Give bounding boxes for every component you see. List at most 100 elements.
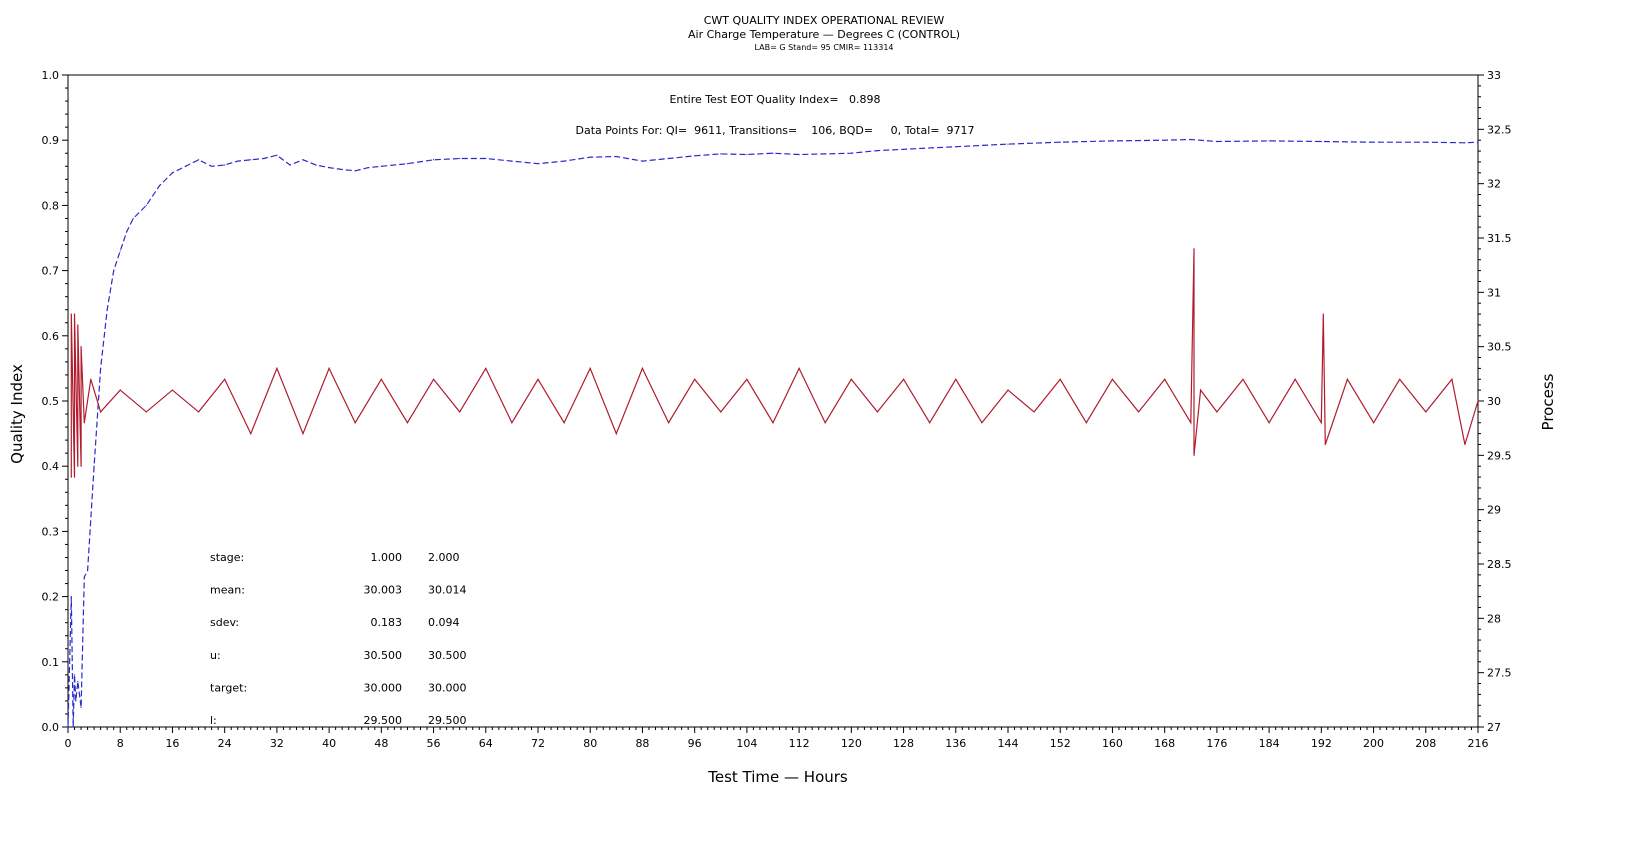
stats-stage1-value: 0.183: [371, 616, 403, 629]
quality-index-point: [850, 152, 852, 154]
process-point: [1216, 411, 1218, 413]
process-point: [70, 476, 72, 478]
quality-index-point: [1320, 140, 1322, 143]
y-tick-label: 0.2: [42, 591, 60, 604]
quality-index-point: [77, 680, 79, 682]
process-point: [459, 411, 461, 413]
x-tick-label: 136: [945, 737, 966, 750]
y-tick-label: 0.4: [42, 460, 60, 473]
process-point: [1464, 443, 1466, 446]
y-tick-label: 1.0: [42, 69, 60, 82]
x-tick-label: 24: [218, 737, 232, 750]
process-point: [1324, 443, 1326, 446]
stats-row-label: l:: [210, 714, 217, 727]
process-point: [1477, 400, 1479, 402]
process-point: [1242, 378, 1244, 380]
quality-index-point: [1190, 138, 1192, 141]
x-tick-label: 184: [1259, 737, 1280, 750]
process-point: [197, 411, 200, 413]
x-tick-label: 152: [1050, 737, 1071, 750]
process-point: [380, 378, 382, 380]
stats-stage2-value: 30.014: [428, 584, 467, 597]
x-tick-label: 40: [322, 737, 336, 750]
quality-index-point: [1111, 140, 1114, 142]
x-tick-label: 0: [65, 737, 72, 750]
x-tick-label: 56: [427, 737, 441, 750]
quality-index-point: [237, 160, 239, 162]
x-tick-label: 104: [736, 737, 757, 750]
process-point: [73, 476, 76, 478]
process-point: [641, 367, 644, 369]
stats-stage1-value: 30.003: [364, 584, 403, 597]
quality-index-point: [485, 157, 487, 160]
quality-index-point: [380, 165, 382, 167]
quality-index-point: [354, 170, 356, 172]
process-point: [746, 378, 748, 380]
quality-index-point: [537, 163, 539, 165]
process-point: [1399, 378, 1401, 380]
quality-index-point: [197, 159, 200, 161]
process-point: [80, 346, 82, 348]
process-point: [589, 367, 591, 369]
quality-index-point: [1477, 141, 1479, 143]
y-axis-title: Quality Index: [8, 364, 26, 464]
process-point: [1164, 378, 1166, 380]
process-point: [354, 422, 356, 424]
process-point: [876, 411, 879, 413]
quality-index-point: [132, 217, 134, 220]
quality-index-point: [289, 164, 291, 166]
x-tick-label: 48: [374, 737, 388, 750]
process-point: [1085, 422, 1087, 424]
y2-tick-label: 27: [1487, 721, 1501, 734]
stats-row-label: mean:: [210, 584, 245, 597]
quality-index-point: [276, 154, 278, 156]
quality-index-point: [563, 160, 565, 162]
quality-index-point: [511, 160, 513, 162]
chart-info-line: LAB= G Stand= 95 CMIR= 113314: [754, 43, 894, 52]
process-point: [328, 367, 330, 369]
y2-tick-label: 28.5: [1487, 558, 1512, 571]
x-axis: 0 8 16 24 32 40 48 56 64 72 80 88 96 104 112 120 128 136 1…: [65, 727, 1489, 750]
process-point: [224, 378, 226, 380]
process-point: [1007, 389, 1009, 391]
x-tick-label: 64: [479, 737, 493, 750]
quality-index-point: [955, 146, 957, 148]
quality-index-point: [86, 569, 89, 572]
process-point: [720, 411, 722, 413]
quality-index-point: [158, 185, 160, 187]
process-point: [83, 422, 85, 424]
process-point: [1425, 411, 1427, 413]
stats-stage2-value: 30.000: [428, 681, 467, 694]
y2-tick-label: 27.5: [1487, 667, 1512, 680]
process-point: [406, 422, 409, 424]
quality-index-point: [72, 726, 74, 728]
process-point: [1137, 411, 1140, 413]
process-point: [77, 465, 79, 467]
quality-index-point: [126, 230, 128, 233]
quality-index-point: [145, 204, 147, 206]
y2-tick-label: 28: [1487, 612, 1501, 625]
process-point: [929, 422, 931, 424]
quality-index-point: [1164, 139, 1166, 141]
process-point: [73, 313, 76, 315]
y2-tick-label: 30: [1487, 395, 1501, 408]
y-tick-label: 0.7: [42, 265, 60, 278]
quality-index-point: [1007, 143, 1009, 145]
process-point: [145, 411, 147, 413]
process-point: [694, 378, 696, 380]
process-point: [1268, 422, 1270, 424]
quality-index-point: [224, 164, 226, 166]
x-tick-label: 112: [789, 737, 810, 750]
quality-index-point: [70, 596, 72, 598]
process-point: [1451, 378, 1453, 380]
quality-index-point: [902, 148, 905, 150]
process-point: [1294, 378, 1296, 380]
x-tick-label: 200: [1363, 737, 1384, 750]
process-point: [1111, 378, 1114, 380]
plot-frame: [67, 74, 1479, 728]
process-point: [772, 422, 774, 424]
x-tick-label: 16: [165, 737, 179, 750]
process-point: [302, 433, 304, 435]
quality-index-point: [67, 726, 69, 728]
